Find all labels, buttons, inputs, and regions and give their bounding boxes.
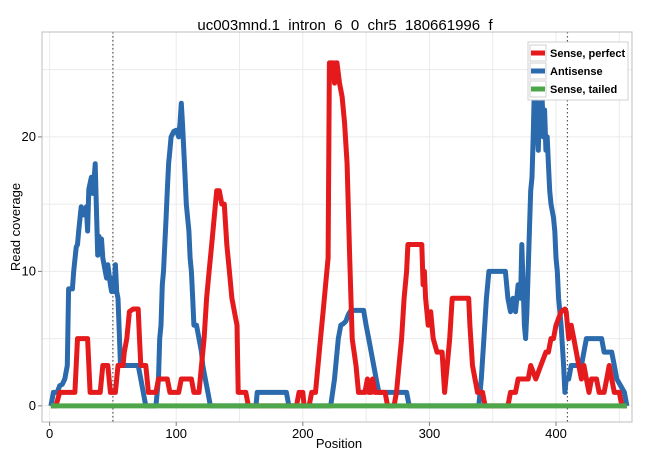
legend: Sense, perfect Antisense Sense, tailed: [527, 41, 629, 101]
legend-label: Sense, tailed: [550, 84, 617, 96]
x-tick-label: 400: [545, 426, 567, 441]
y-tick-label: 20: [22, 129, 36, 144]
legend-label: Sense, perfect: [550, 48, 626, 60]
x-tick-label: 200: [292, 426, 314, 441]
x-tick-label: 100: [165, 426, 187, 441]
x-tick-label: 300: [419, 426, 441, 441]
y-tick-label: 0: [29, 398, 36, 413]
legend-label: Antisense: [550, 66, 603, 78]
y-tick-label: 10: [22, 263, 36, 278]
series-line-sense-perfect: [50, 60, 627, 409]
x-tick-label: 0: [46, 426, 53, 441]
plot-border: [41, 31, 633, 423]
x-axis-title: Position: [316, 436, 362, 451]
axis-ticks: 0 100 200 300 400 0 10 20: [22, 129, 567, 441]
series-lines: [48, 60, 630, 409]
y-axis-title: Read coverage: [8, 183, 23, 271]
chart-title: uc003mnd.1_intron_6_0_chr5_180661996_f: [197, 17, 493, 34]
